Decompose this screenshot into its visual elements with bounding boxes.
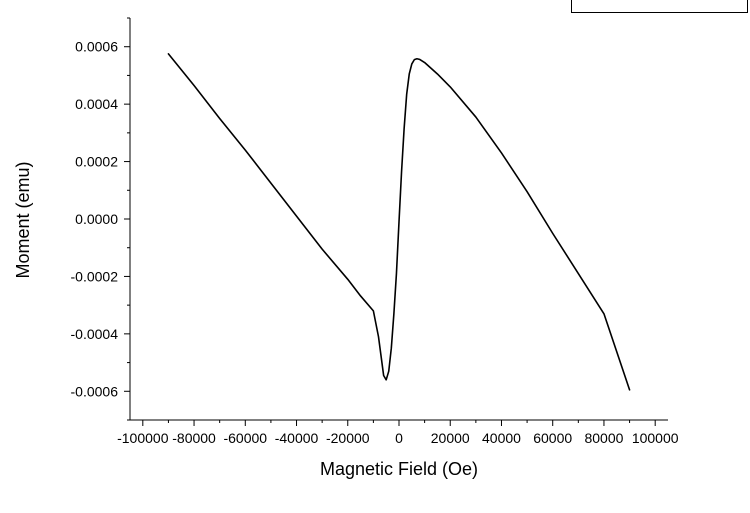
x-tick-label: 60000 bbox=[533, 430, 572, 446]
x-tick-label: 0 bbox=[395, 430, 403, 446]
y-tick-label: 0.0002 bbox=[75, 154, 118, 170]
x-tick-label: -100000 bbox=[117, 430, 169, 446]
x-tick-label: 80000 bbox=[584, 430, 623, 446]
y-axis-title: Moment (emu) bbox=[13, 161, 33, 278]
y-tick-label: 0.0006 bbox=[75, 39, 118, 55]
x-axis-title: Magnetic Field (Oe) bbox=[320, 459, 478, 479]
x-tick-label: 100000 bbox=[632, 430, 679, 446]
series-line bbox=[167, 53, 631, 391]
tick-labels: -100000 -80000 -60000 -40000 -20000 0 20000 400… bbox=[71, 39, 679, 446]
y-tick-label: -0.0006 bbox=[71, 383, 119, 399]
legend bbox=[571, 0, 748, 13]
y-tick-label: 0.0004 bbox=[75, 96, 118, 112]
x-tick-label: 20000 bbox=[431, 430, 470, 446]
series-layer bbox=[167, 53, 631, 391]
y-tick-label: 0.0000 bbox=[75, 211, 118, 227]
x-tick-label: -60000 bbox=[223, 430, 267, 446]
y-tick-label: -0.0004 bbox=[71, 326, 119, 342]
x-tick-label: -40000 bbox=[275, 430, 319, 446]
tick-marks bbox=[124, 17, 656, 426]
x-tick-label: 40000 bbox=[482, 430, 521, 446]
x-tick-label: -20000 bbox=[326, 430, 370, 446]
x-tick-label: -80000 bbox=[172, 430, 216, 446]
y-tick-label: -0.0002 bbox=[71, 268, 119, 284]
